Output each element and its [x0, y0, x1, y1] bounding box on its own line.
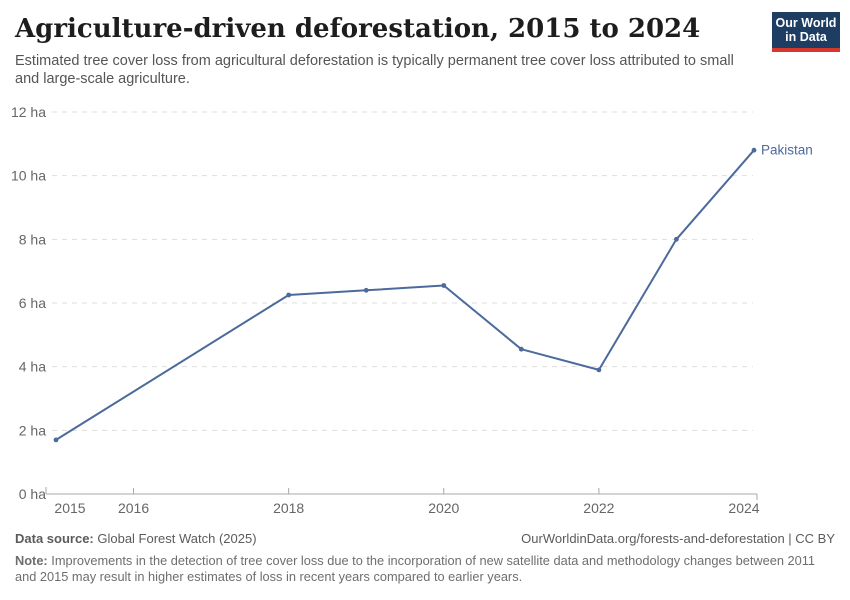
data-point-marker[interactable]	[286, 292, 292, 298]
chart-subtitle: Estimated tree cover loss from agricultu…	[15, 53, 734, 87]
x-axis-tick-label: 2016	[118, 500, 149, 516]
data-point-marker[interactable]	[363, 287, 369, 293]
footer-row: Data source: Global Forest Watch (2025) …	[15, 531, 835, 546]
x-axis-tick-label: 2015	[54, 500, 85, 516]
y-axis-tick-label: 6 ha	[19, 295, 46, 311]
y-axis-tick-label: 8 ha	[19, 231, 46, 247]
data-point-marker[interactable]	[441, 283, 447, 288]
page-title: Agriculture-driven deforestation, 2015 t…	[15, 14, 701, 44]
y-axis-tick-label: 4 ha	[19, 359, 46, 375]
data-point-marker[interactable]	[53, 437, 59, 443]
footnote: Note: Improvements in the detection of t…	[15, 553, 837, 585]
owid-logo-line1: Our World	[775, 16, 837, 30]
series-end-label-pakistan[interactable]: Pakistan	[761, 143, 813, 158]
data-point-marker[interactable]	[596, 367, 602, 373]
footnote-label: Note:	[15, 553, 48, 568]
owid-logo[interactable]: Our World in Data	[772, 12, 840, 52]
x-axis-tick-label: 2018	[273, 500, 304, 516]
owid-url-link[interactable]: OurWorldinData.org/forests-and-deforesta…	[521, 531, 835, 546]
data-point-marker[interactable]	[674, 236, 679, 242]
data-source-label: Data source:	[15, 531, 94, 546]
line-series-pakistan[interactable]	[55, 149, 755, 441]
data-point-marker[interactable]	[518, 346, 524, 352]
x-axis-tick-label: 2022	[583, 500, 614, 516]
data-source-value: Global Forest Watch (2025)	[93, 531, 257, 546]
x-axis-tick-label: 2024	[728, 500, 759, 516]
y-axis-tick-label: 12 ha	[11, 104, 46, 120]
y-axis-tick-label: 0 ha	[19, 486, 46, 502]
y-axis-tick-label: 2 ha	[19, 422, 46, 438]
y-axis-tick-label: 10 ha	[11, 168, 46, 184]
footnote-value: Improvements in the detection of tree co…	[15, 553, 816, 584]
data-point-marker[interactable]	[751, 147, 757, 153]
owid-logo-line2: in Data	[785, 30, 827, 44]
x-axis-tick-label: 2020	[428, 500, 459, 516]
data-source: Data source: Global Forest Watch (2025)	[15, 531, 257, 546]
